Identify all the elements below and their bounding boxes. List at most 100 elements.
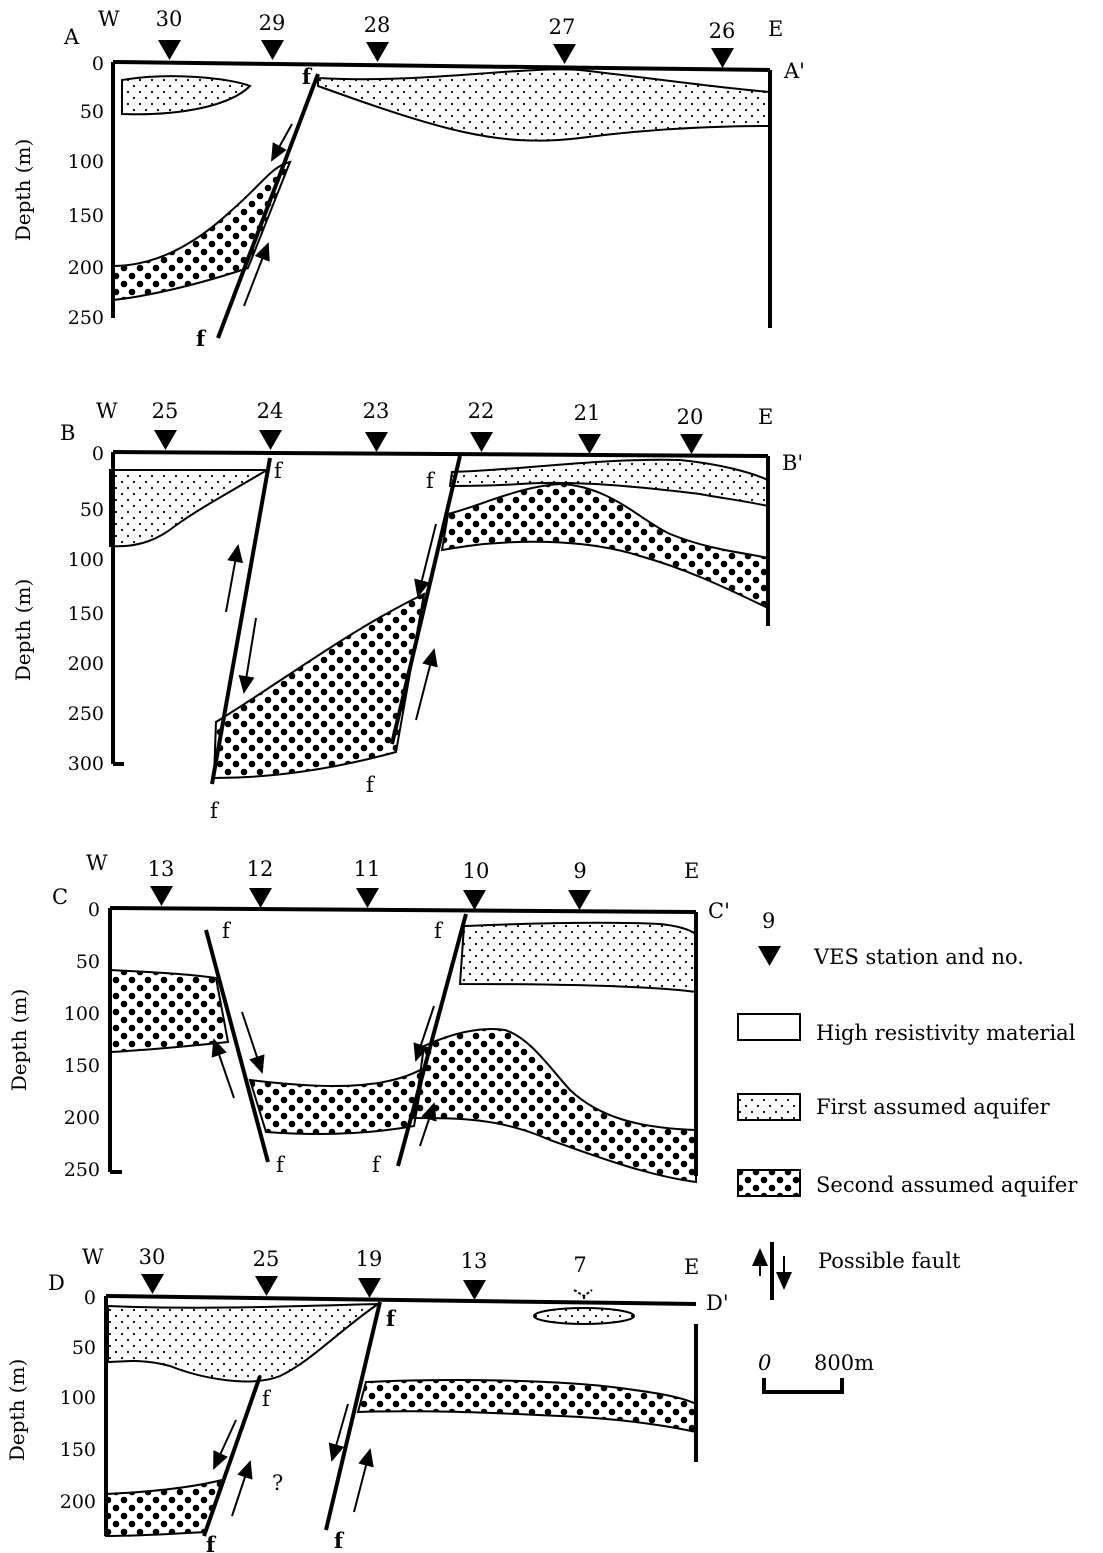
svg-text:27: 27	[549, 15, 576, 39]
fault-label: f	[222, 919, 232, 943]
svg-text:250: 250	[64, 1159, 100, 1181]
svg-text:150: 150	[60, 1439, 96, 1461]
high-resistivity-swatch	[737, 1013, 801, 1041]
ves-triangle-icon	[154, 430, 177, 450]
svg-text:25: 25	[253, 1247, 280, 1271]
svg-text:250: 250	[68, 703, 104, 725]
ves-triangle-icon	[578, 434, 601, 454]
section-a: f f 30 29 28 27 26 A W E A' 0 50	[11, 7, 805, 351]
svg-text:200: 200	[60, 1491, 96, 1513]
second-aquifer-swatch	[737, 1169, 801, 1197]
fault-label: f	[274, 459, 284, 483]
first-aquifer-swatch	[737, 1093, 801, 1121]
section-end-label: C'	[708, 899, 730, 923]
ves-station: 12	[247, 857, 274, 908]
svg-text:50: 50	[80, 101, 104, 123]
svg-text:20: 20	[677, 405, 704, 429]
first-aquifer-b-east	[448, 458, 769, 508]
fault-arrow-up	[243, 242, 270, 307]
svg-text:19: 19	[356, 1247, 383, 1271]
svg-text:26: 26	[709, 19, 736, 43]
svg-text:21: 21	[574, 401, 601, 425]
section-a-surface	[112, 60, 771, 72]
ves-station: 29	[259, 11, 285, 60]
depth-axis-title: Depth (m)	[5, 1359, 29, 1462]
ves-station: 30	[139, 1245, 165, 1294]
svg-text:30: 30	[156, 7, 183, 31]
fault-d-east	[324, 1301, 382, 1531]
fault-label: f	[210, 799, 220, 823]
svg-text:250: 250	[68, 307, 104, 329]
east-label: E	[684, 1255, 699, 1279]
section-end-label: A'	[783, 59, 805, 83]
first-aquifer-a-east	[317, 68, 771, 142]
svg-text:300: 300	[68, 753, 104, 775]
ves-station: 22	[468, 399, 494, 452]
fault-b-west	[210, 457, 272, 785]
east-label: E	[768, 17, 783, 41]
ves-triangle-icon	[470, 432, 493, 452]
fault-arrow-up	[231, 1460, 253, 1517]
fault-label: f	[302, 64, 313, 89]
ves-station: 10	[463, 859, 489, 910]
ves-station: 19	[356, 1247, 383, 1298]
fault-arrow-down	[241, 1011, 265, 1074]
ves-triangle-icon	[553, 44, 576, 64]
second-aquifer-c-west	[109, 968, 230, 1054]
fault-arrow-up	[211, 1038, 235, 1099]
ves-station: 25	[152, 399, 178, 450]
fault-c-west	[204, 929, 270, 1163]
svg-text:28: 28	[364, 13, 391, 37]
svg-text:0: 0	[84, 1287, 96, 1309]
ves-station: 13	[148, 857, 174, 906]
legend-high-resistivity: High resistivity material	[816, 1021, 1076, 1045]
second-aquifer-d-west	[105, 1478, 224, 1538]
svg-text:13: 13	[461, 1249, 488, 1273]
second-aquifer-d-east	[356, 1379, 697, 1434]
ves-triangle-icon	[463, 890, 486, 910]
svg-text:12: 12	[247, 857, 274, 881]
first-aquifer-a-west	[121, 75, 252, 116]
ves-triangle-icon	[463, 1280, 486, 1300]
section-start-label: B	[60, 421, 75, 445]
fault-arrow-up	[225, 544, 244, 613]
scale-zero: 0	[758, 1351, 771, 1375]
east-label: E	[684, 859, 699, 883]
section-d: f f f f ? 30 25 19 13 7 D W E D' 0 50 10…	[5, 1245, 729, 1553]
svg-text:150: 150	[68, 205, 104, 227]
fault-label: f	[434, 919, 444, 943]
section-b-surface	[112, 450, 769, 458]
svg-text:50: 50	[80, 499, 104, 521]
fault-b-east	[390, 455, 462, 745]
ves-triangle-icon	[356, 888, 379, 908]
svg-text:100: 100	[64, 1003, 100, 1025]
section-start-label: A	[63, 25, 80, 49]
svg-text:24: 24	[257, 399, 284, 423]
fault-label: f	[334, 1528, 345, 1553]
legend-possible-fault: Possible fault	[818, 1249, 961, 1273]
west-label: W	[96, 399, 118, 423]
fault-label: f	[206, 1532, 217, 1553]
svg-text:11: 11	[354, 857, 381, 881]
section-b: f f f f 25 24 23 22 21 20 B W E B'	[11, 399, 803, 823]
unknown-question-mark: ?	[272, 1471, 283, 1495]
section-c-surface	[109, 906, 697, 914]
section-start-label: C	[52, 885, 68, 909]
second-aquifer-b-east	[440, 482, 769, 610]
fault-label: f	[386, 1306, 397, 1331]
fault-label: f	[196, 326, 207, 351]
depth-tick-labels: 0 50 100 150 200	[60, 1287, 96, 1513]
ves-station: 27	[549, 15, 576, 64]
svg-text:23: 23	[363, 399, 390, 423]
svg-text:0: 0	[88, 899, 100, 921]
ves-triangle-icon	[366, 42, 389, 62]
ves-station: 24	[257, 399, 284, 450]
ves-triangle-icon	[711, 48, 734, 68]
ves-triangle-icon	[249, 888, 272, 908]
ves-triangle-icon	[365, 432, 388, 452]
fault-label: f	[426, 469, 436, 493]
fault-arrow-down	[238, 617, 257, 694]
fault-d-west	[202, 1375, 262, 1537]
fault-label: f	[262, 1387, 272, 1411]
